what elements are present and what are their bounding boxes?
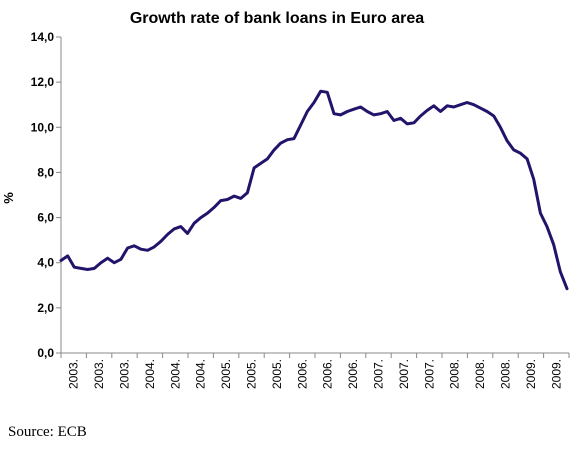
- x-tick-label: 2003.: [92, 359, 106, 389]
- y-tick-label: 2,0: [37, 301, 54, 315]
- x-tick-label: 2004.: [194, 359, 208, 389]
- series-layer: [59, 89, 569, 291]
- x-tick-label: 2009.: [549, 359, 563, 389]
- y-tick-label: 6,0: [37, 211, 54, 225]
- x-tick-label: 2009.: [524, 359, 538, 389]
- x-axis: 2003. 2003. 2003. 2004. 2004. 2004. 2005. 2005.…: [60, 352, 570, 389]
- y-axis-label: %: [1, 192, 16, 204]
- x-tick-label: 2005.: [219, 359, 233, 389]
- y-tick-label: 12,0: [31, 75, 55, 89]
- y-tick-label: 8,0: [37, 165, 54, 179]
- x-tick-label: 2003.: [118, 359, 132, 389]
- x-tick-label: 2003.: [67, 359, 81, 389]
- x-tick-label: 2006.: [295, 359, 309, 389]
- x-tick-label: 2004.: [143, 359, 157, 389]
- y-tick-label: 10,0: [31, 120, 55, 134]
- x-tick-label: 2006.: [346, 359, 360, 389]
- y-tick-label: 14,0: [31, 30, 55, 44]
- x-tick-label: 2007.: [372, 359, 386, 389]
- x-tick-label: 2004.: [168, 359, 182, 389]
- x-tick-label: 2005.: [245, 359, 259, 389]
- x-tick-label: 2008.: [499, 359, 513, 389]
- x-tick-label: 2008.: [448, 359, 462, 389]
- chart-title: Growth rate of bank loans in Euro area: [130, 10, 424, 27]
- x-tick-label: 2007.: [422, 359, 436, 389]
- y-tick-label: 0,0: [37, 346, 54, 360]
- x-tick-label: 2006.: [321, 359, 335, 389]
- x-tick-label: 2008.: [473, 359, 487, 389]
- source-note: Source: ECB: [8, 424, 87, 440]
- x-tick-label: 2005.: [270, 359, 284, 389]
- y-tick-label: 4,0: [37, 256, 54, 270]
- x-tick-label: 2007.: [397, 359, 411, 389]
- series-line: [59, 89, 569, 291]
- y-axis: 0,0 2,0 4,0 6,0 8,0 10,0 12,0 14,0: [31, 30, 62, 360]
